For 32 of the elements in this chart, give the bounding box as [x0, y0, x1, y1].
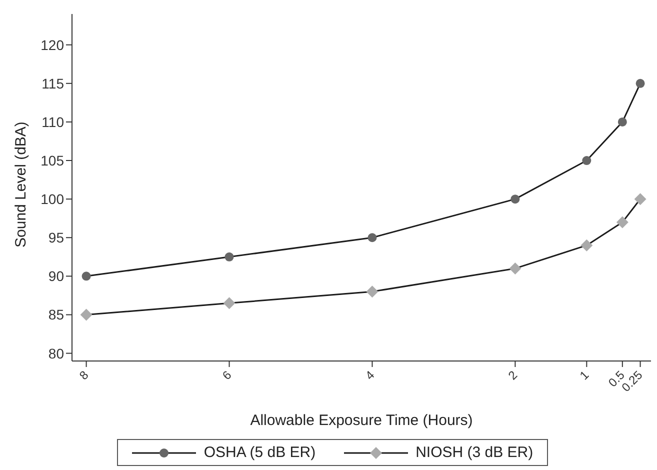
point [636, 78, 645, 88]
legend-label: OSHA (5 dB ER) [204, 444, 316, 461]
x-tick-label: 6 [220, 368, 234, 383]
x-tick-label: 4 [362, 368, 378, 383]
y-tick-label: 80 [48, 345, 64, 362]
point [224, 252, 234, 262]
point [223, 297, 236, 310]
x-axis-title: Allowable Exposure Time (Hours) [250, 412, 473, 429]
point [618, 117, 627, 126]
x-tick-label: 8 [76, 368, 92, 383]
point [634, 193, 646, 206]
x-tick-label: 1 [576, 368, 592, 383]
point [509, 262, 522, 274]
x-tick-label: 2 [506, 368, 520, 383]
point [80, 308, 92, 321]
y-tick-label: 100 [40, 191, 64, 208]
y-tick-label: 110 [42, 114, 64, 130]
y-tick-label: 105 [40, 152, 64, 168]
point [82, 272, 91, 281]
point [616, 216, 628, 228]
y-axis-title: Sound Level (dBA) [12, 122, 30, 248]
point [510, 194, 520, 204]
y-tick-label: 95 [48, 230, 64, 246]
point [368, 233, 377, 242]
y-tick-label: 85 [48, 306, 64, 323]
point [580, 239, 593, 252]
y-tick-label: 90 [48, 268, 64, 284]
point [366, 286, 378, 298]
y-tick-label: 120 [40, 36, 64, 53]
point [582, 156, 592, 166]
y-tick-label: 115 [42, 75, 64, 92]
legend-label: NIOSH (3 dB ER) [416, 444, 534, 461]
